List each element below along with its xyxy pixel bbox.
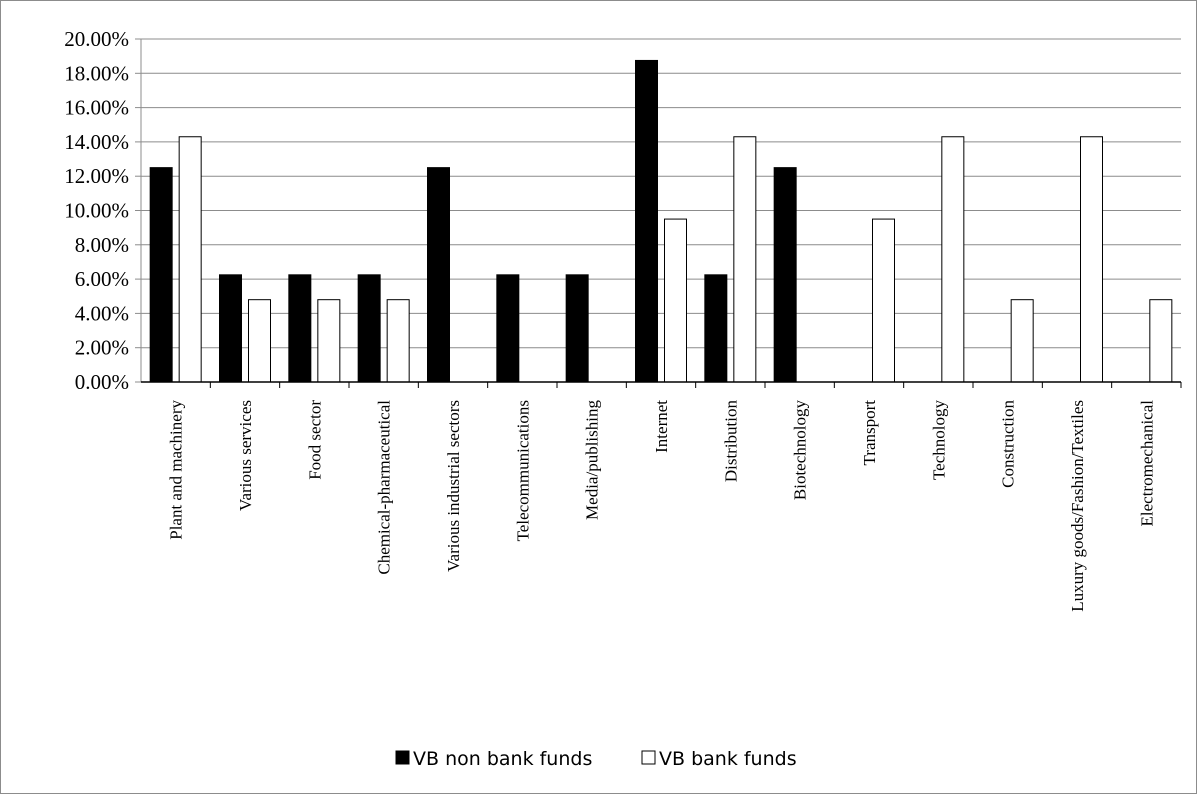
bar-non-bank — [219, 274, 242, 383]
y-tick-label: 20.00% — [64, 27, 129, 51]
category-label: Telecommunications — [513, 400, 532, 541]
bar-non-bank — [496, 274, 520, 383]
category-label: Chemical-pharmaceutical — [375, 400, 394, 575]
category-label: Various services — [236, 400, 255, 511]
bar-bank — [1010, 299, 1034, 383]
legend: VB non bank funds VB bank funds — [395, 748, 797, 770]
bar-non-bank — [288, 274, 312, 383]
category-label: Biotechnology — [791, 400, 810, 501]
bar-non-bank — [357, 274, 381, 383]
y-tick-label: 0.00% — [75, 370, 129, 394]
legend-swatch-bank — [641, 750, 656, 765]
bar-bank — [941, 136, 965, 383]
category-label: Internet — [652, 400, 671, 453]
y-tick-label: 8.00% — [75, 233, 129, 257]
category-label: Luxury goods/Fashion/Textiles — [1068, 400, 1087, 612]
bar-bank — [248, 299, 271, 383]
category-label: Food sector — [305, 400, 324, 480]
category-label: Media/publishing — [583, 400, 602, 520]
category-label: Plant and machinery — [167, 400, 186, 540]
y-tick-label: 16.00% — [64, 96, 129, 120]
bar-bank — [317, 299, 341, 383]
legend-label-non-bank: VB non bank funds — [413, 748, 592, 770]
category-label: Distribution — [721, 400, 740, 483]
y-tick-label: 4.00% — [75, 301, 129, 325]
y-tick-label: 14.00% — [64, 130, 129, 154]
bar-bank — [1149, 299, 1173, 383]
x-axis — [140, 39, 1182, 388]
gridlines — [135, 38, 1181, 383]
legend-swatch-non-bank — [395, 750, 410, 765]
bar-non-bank — [149, 167, 173, 383]
category-labels: Plant and machinery Various services Food … — [167, 400, 1157, 612]
category-label: Transport — [860, 400, 879, 466]
category-label: Construction — [999, 400, 1018, 488]
bar-non-bank — [704, 274, 728, 383]
y-tick-label: 12.00% — [64, 164, 129, 188]
bar-bank — [733, 136, 757, 383]
y-tick-label: 18.00% — [64, 61, 129, 85]
category-label: Various industrial sectors — [444, 400, 463, 572]
y-tick-label: 6.00% — [75, 267, 129, 291]
category-label: Electromechanical — [1137, 400, 1156, 527]
y-tick-label: 10.00% — [64, 199, 129, 223]
bars — [149, 59, 1173, 383]
bar-non-bank — [427, 167, 450, 383]
bar-bank — [178, 136, 202, 383]
y-axis-tick-labels: 0.00% 2.00% 4.00% 6.00% 8.00% 10.00% 12.00% 14.… — [64, 27, 129, 394]
bar-bank — [872, 218, 895, 383]
bar-bank — [664, 218, 687, 383]
bar-bank — [1080, 136, 1103, 383]
bar-non-bank — [635, 59, 658, 383]
legend-label-bank: VB bank funds — [659, 748, 797, 770]
category-label: Technology — [929, 400, 948, 481]
bar-bank — [386, 299, 410, 383]
bar-non-bank — [773, 167, 797, 383]
bar-non-bank — [565, 274, 589, 383]
y-tick-label: 2.00% — [75, 336, 129, 360]
